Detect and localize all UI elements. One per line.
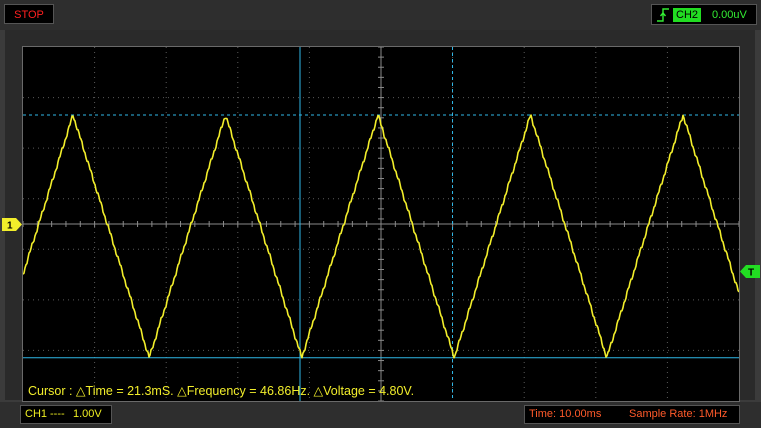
trigger-source-channel: CH2 xyxy=(673,8,702,22)
ch1-settings[interactable]: CH1 ---- 1.00V xyxy=(20,405,112,424)
sample-rate: Sample Rate: 1MHz xyxy=(629,408,728,420)
top-toolbar: STOP CH2 0.00uV xyxy=(0,0,761,30)
trigger-status[interactable]: CH2 0.00uV xyxy=(651,4,757,25)
waveform-display[interactable]: Cursor : △Time = 21.3mS. △Frequency = 46… xyxy=(23,47,739,401)
run-stop-button[interactable]: STOP xyxy=(4,4,54,24)
ch1-marker-label: 1 xyxy=(7,221,13,232)
cursor-readout: Cursor : △Time = 21.3mS. △Frequency = 46… xyxy=(28,384,414,398)
ch1-volts-per-div: 1.00V xyxy=(73,408,102,420)
acquisition-info[interactable]: Time: 10.00ms Sample Rate: 1MHz xyxy=(524,405,740,424)
trigger-marker-label: T xyxy=(748,268,754,279)
rising-edge-trigger-icon xyxy=(657,8,669,22)
dc-coupling-icon: ---- xyxy=(50,408,65,420)
ch1-offset-marker[interactable]: 1 xyxy=(2,218,22,231)
trigger-level-marker[interactable]: T xyxy=(740,265,760,278)
oscilloscope-screen[interactable]: Cursor : △Time = 21.3mS. △Frequency = 46… xyxy=(22,46,740,402)
ch1-name: CH1 xyxy=(25,408,48,420)
cursors[interactable] xyxy=(23,47,739,401)
grid xyxy=(23,47,739,401)
trigger-level-value: 0.00uV xyxy=(712,9,747,21)
ch1-waveform-trace xyxy=(23,114,739,359)
time-per-div: Time: 10.00ms xyxy=(529,408,602,420)
status-bar: CH1 ---- 1.00V Time: 10.00ms Sample Rate… xyxy=(0,402,761,428)
